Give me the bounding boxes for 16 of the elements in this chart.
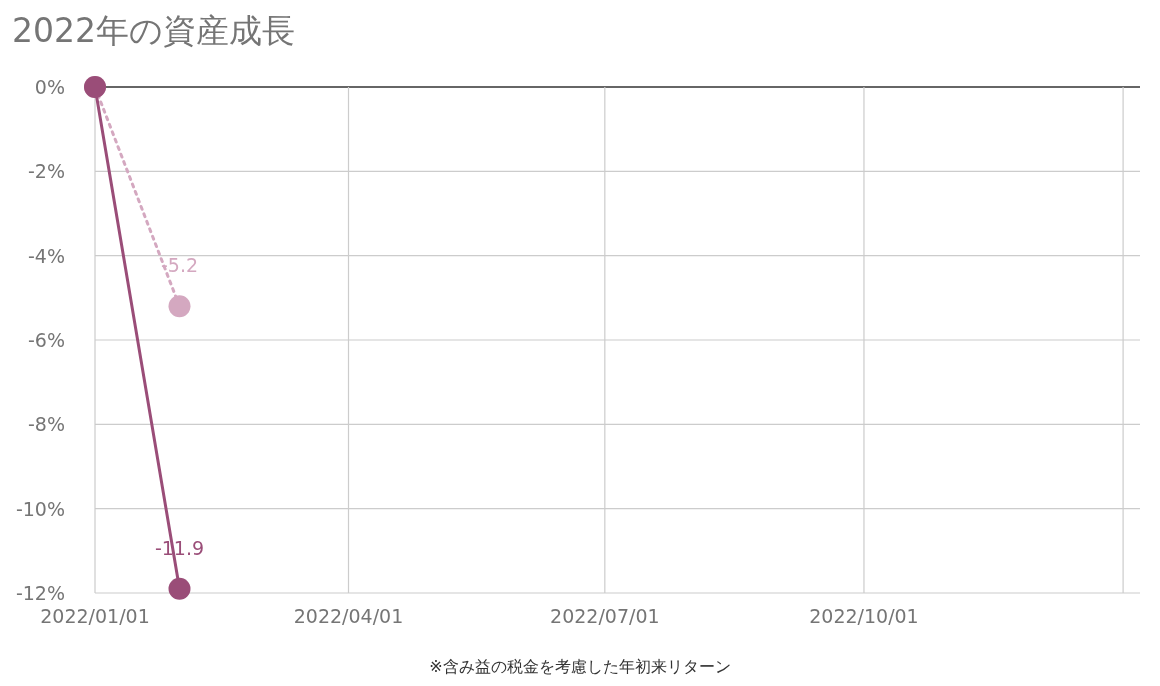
- x-tick-label: 2022/04/01: [293, 605, 404, 627]
- y-tick-label: -4%: [28, 244, 65, 267]
- data-label: -5.2: [160, 254, 199, 277]
- y-tick-label: -6%: [28, 329, 65, 351]
- text: ※含み益の税金を考慮した年初来リターン: [429, 657, 731, 676]
- y-tick-label: -12%: [15, 582, 65, 604]
- y-tick-label: -10%: [15, 497, 65, 520]
- y-tick-label: 0%: [34, 76, 65, 98]
- y-tick-label: -2%: [28, 160, 65, 183]
- x-tick-label: 2022/01/01: [40, 605, 150, 627]
- y-tick-label: -8%: [28, 413, 65, 436]
- x-tick-label: 2022/07/01: [550, 605, 660, 627]
- chart-title: 2022年の資産成長: [12, 11, 295, 50]
- point: [168, 577, 191, 600]
- point: [168, 295, 191, 318]
- x-tick-label: 2022/10/01: [809, 605, 919, 627]
